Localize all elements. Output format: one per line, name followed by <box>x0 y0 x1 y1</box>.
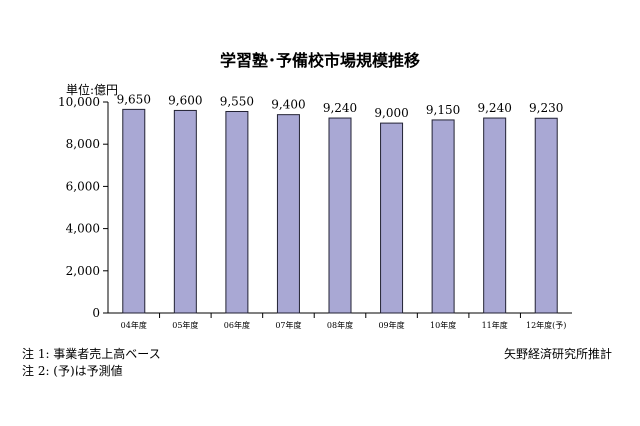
bar <box>276 114 300 314</box>
note-1: 注 1: 事業者売上高ベース <box>22 347 161 361</box>
y-tick-label: 6,000 <box>66 179 100 193</box>
x-category-label: 04年度 <box>121 320 147 330</box>
bar <box>225 110 249 314</box>
chart-title: 学習塾･予備校市場規模推移 <box>219 51 420 70</box>
x-category-label: 12年度(予) <box>526 320 566 330</box>
bar <box>483 117 507 314</box>
y-tick-label: 8,000 <box>66 137 100 151</box>
bar-value-label: 9,600 <box>168 93 202 107</box>
bar-value-label: 9,000 <box>374 106 408 120</box>
bar <box>380 122 404 314</box>
bar-value-label: 9,550 <box>220 94 254 108</box>
bar <box>173 109 197 314</box>
label-layer: 単位:億円 0 2,000 4,000 6,000 8,000 10,000 9,650 04年… <box>58 82 566 330</box>
y-tick-label: 2,000 <box>66 264 100 278</box>
y-tick-label: 10,000 <box>58 95 100 109</box>
x-category-label: 06年度 <box>224 320 250 330</box>
bar-value-label: 9,230 <box>529 101 563 115</box>
source-credit: 矢野経済研究所推計 <box>503 347 612 361</box>
bar <box>122 108 146 314</box>
bar <box>328 117 352 314</box>
x-category-label: 09年度 <box>378 320 404 330</box>
bar-value-label: 9,240 <box>323 101 357 115</box>
bar <box>534 117 558 314</box>
bar-value-label: 9,650 <box>117 92 151 106</box>
bar-value-label: 9,240 <box>477 101 511 115</box>
x-category-label: 11年度 <box>482 320 508 330</box>
note-2: 注 2: (予)は予測値 <box>22 364 123 378</box>
y-tick-label: 4,000 <box>66 222 100 236</box>
x-category-label: 07年度 <box>275 320 301 330</box>
bar-value-label: 9,400 <box>271 98 305 112</box>
y-unit-label: 単位:億円 <box>66 82 118 97</box>
bar-value-label: 9,150 <box>426 103 460 117</box>
bar-layer <box>122 108 558 314</box>
bar <box>431 119 455 314</box>
x-category-label: 10年度 <box>430 320 456 330</box>
y-tick-label: 0 <box>92 306 100 320</box>
x-category-label: 05年度 <box>172 320 198 330</box>
x-category-label: 08年度 <box>327 320 353 330</box>
